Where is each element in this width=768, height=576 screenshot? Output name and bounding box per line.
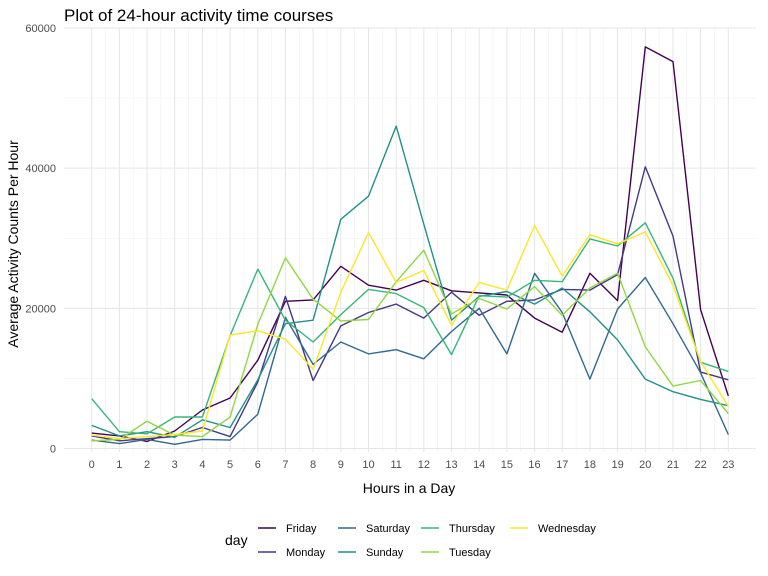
y-tick-label: 40000 [25, 163, 56, 175]
legend-label: Sunday [366, 547, 404, 559]
y-tick-label: 0 [50, 443, 56, 455]
legend: day Friday Monday Saturday Sunday Thursday Tu… [225, 523, 596, 559]
y-tick-label: 20000 [25, 303, 56, 315]
x-tick-label: 7 [282, 459, 288, 471]
x-tick-label: 1 [116, 459, 122, 471]
x-tick-label: 17 [556, 459, 568, 471]
series-lines [91, 46, 729, 445]
legend-label: Wednesday [538, 523, 596, 535]
x-tick-label: 0 [89, 459, 95, 471]
legend-item-monday: Monday [258, 547, 326, 559]
x-tick-label: 15 [501, 459, 513, 471]
series-line-tuesday [91, 249, 729, 442]
x-tick-label: 10 [362, 459, 374, 471]
legend-label: Tuesday [449, 547, 491, 559]
x-tick-label: 19 [611, 459, 623, 471]
y-axis-ticks: 0 20000 40000 60000 [25, 23, 56, 455]
legend-item-thursday: Thursday [421, 523, 495, 535]
x-tick-label: 23 [722, 459, 734, 471]
x-tick-label: 18 [584, 459, 596, 471]
x-axis-ticks: 0 1 2 3 4 5 6 7 8 9 10 11 12 13 14 15 16 17 18 19 20 21 22 23 [89, 459, 735, 471]
y-axis-title: Average Activity Counts Per Hour [5, 140, 21, 348]
chart-title: Plot of 24-hour activity time courses [64, 6, 333, 25]
x-tick-label: 14 [473, 459, 485, 471]
legend-item-friday: Friday [258, 523, 317, 535]
x-tick-label: 12 [418, 459, 430, 471]
series-line-monday [91, 166, 729, 442]
y-tick-label: 60000 [25, 23, 56, 35]
x-tick-label: 2 [144, 459, 150, 471]
x-tick-label: 8 [310, 459, 316, 471]
legend-label: Friday [286, 523, 317, 535]
x-tick-label: 6 [255, 459, 261, 471]
legend-item-tuesday: Tuesday [421, 547, 491, 559]
x-tick-label: 13 [445, 459, 457, 471]
series-line-saturday [91, 272, 729, 445]
legend-label: Thursday [449, 523, 495, 535]
x-tick-label: 4 [199, 459, 205, 471]
grid [64, 27, 756, 452]
x-tick-label: 16 [528, 459, 540, 471]
legend-item-saturday: Saturday [338, 523, 411, 535]
x-tick-label: 11 [390, 459, 401, 471]
x-tick-label: 22 [695, 459, 707, 471]
x-tick-label: 20 [639, 459, 651, 471]
x-tick-label: 5 [227, 459, 233, 471]
series-line-wednesday [91, 224, 729, 440]
legend-label: Saturday [366, 523, 411, 535]
series-line-sunday [91, 125, 729, 438]
x-axis-title: Hours in a Day [363, 480, 456, 496]
x-tick-label: 9 [338, 459, 344, 471]
legend-title: day [225, 532, 248, 548]
legend-item-wednesday: Wednesday [510, 523, 596, 535]
x-tick-label: 21 [667, 459, 679, 471]
legend-label: Monday [286, 547, 326, 559]
x-tick-label: 3 [172, 459, 178, 471]
legend-item-sunday: Sunday [338, 547, 404, 559]
